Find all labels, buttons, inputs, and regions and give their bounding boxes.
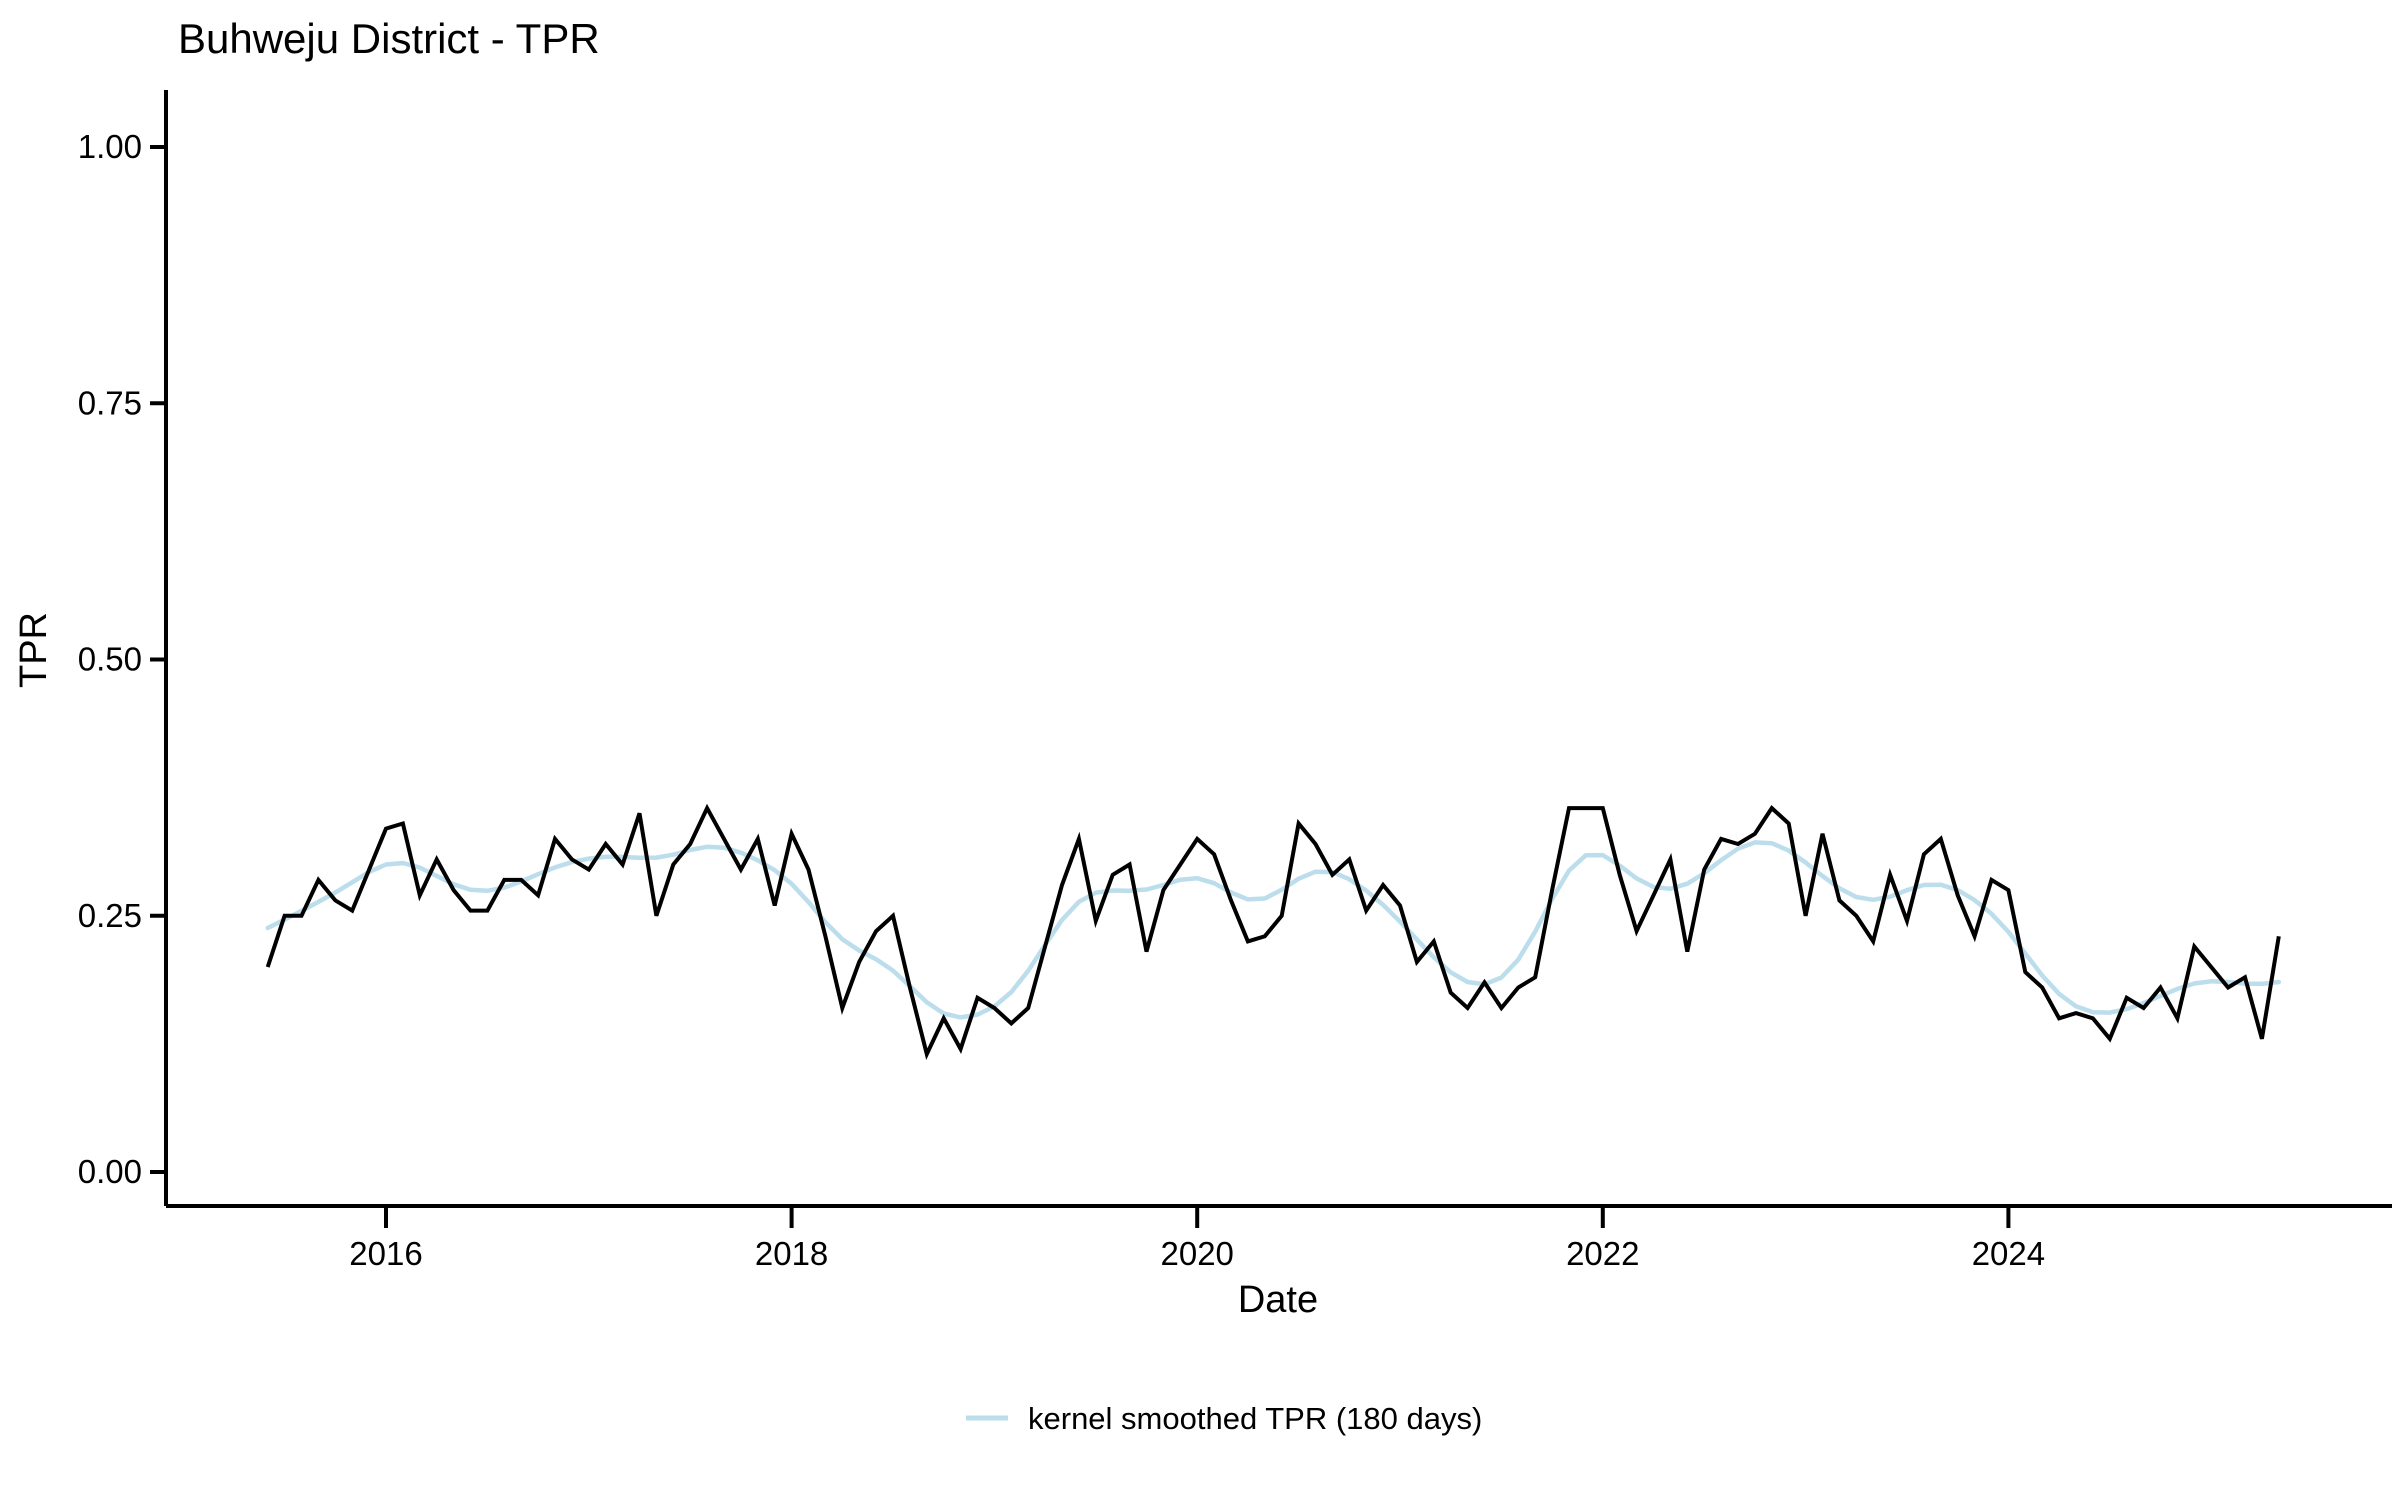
y-tick-label: 1.00 bbox=[78, 128, 142, 165]
tick-layer: 0.00 0.25 0.50 0.75 1.00 2016 2018 2020 2022 2024 bbox=[78, 128, 2045, 1272]
legend-smoothed-line-label: kernel smoothed TPR (180 days) bbox=[1028, 1401, 1482, 1436]
legend: kernel smoothed TPR (180 days) bbox=[966, 1401, 1482, 1436]
x-axis-title: Date bbox=[1238, 1279, 1318, 1321]
y-tick-label: 0.00 bbox=[78, 1153, 142, 1190]
y-axis-title: TPR bbox=[13, 612, 55, 688]
y-tick-label: 0.50 bbox=[78, 641, 142, 678]
x-tick-label: 2018 bbox=[755, 1235, 828, 1272]
smoothed-tpr-line bbox=[265, 840, 2282, 1020]
x-tick-label: 2024 bbox=[1972, 1235, 2045, 1272]
y-tick-label: 0.75 bbox=[78, 384, 142, 421]
series-layer bbox=[265, 803, 2282, 1060]
x-tick-label: 2022 bbox=[1566, 1235, 1639, 1272]
axes bbox=[164, 90, 2392, 1208]
y-tick-label: 0.25 bbox=[78, 897, 142, 934]
chart-title: Buhweju District - TPR bbox=[178, 15, 600, 62]
x-tick-label: 2020 bbox=[1160, 1235, 1233, 1272]
x-tick-label: 2016 bbox=[349, 1235, 422, 1272]
tpr-line bbox=[265, 803, 2281, 1060]
